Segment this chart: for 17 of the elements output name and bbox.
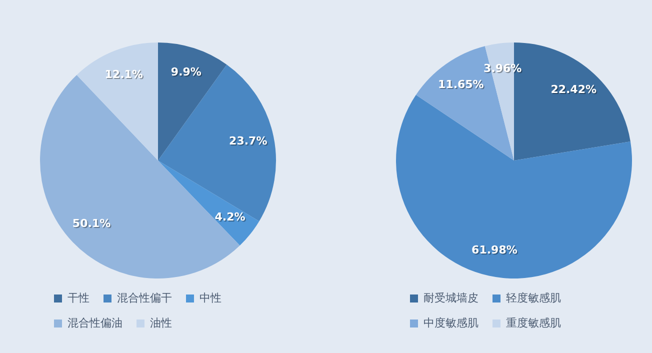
data-label: 23.7% <box>229 134 268 148</box>
legend-label: 干性 <box>68 291 90 304</box>
legend-label: 中度敏感肌 <box>424 316 478 330</box>
legend-label: 混合性偏油 <box>68 316 122 330</box>
legend-label: 耐受城墙皮 <box>424 291 478 304</box>
legend-label: 混合性偏干 <box>117 291 172 304</box>
data-label: 9.9% <box>172 66 202 80</box>
data-label: 50.1% <box>73 218 112 231</box>
data-label: 4.2% <box>216 212 246 225</box>
legend-label: 中性 <box>200 291 222 304</box>
legend-label: 轻度敏感肌 <box>506 291 561 304</box>
data-label: 12.1% <box>106 68 144 82</box>
data-label: 11.65% <box>439 79 485 92</box>
data-label: 61.98% <box>472 244 518 258</box>
data-label: 22.42% <box>552 84 598 98</box>
legend-label: 重度敏感肌 <box>506 316 561 330</box>
legend-label: 油性 <box>150 316 172 330</box>
